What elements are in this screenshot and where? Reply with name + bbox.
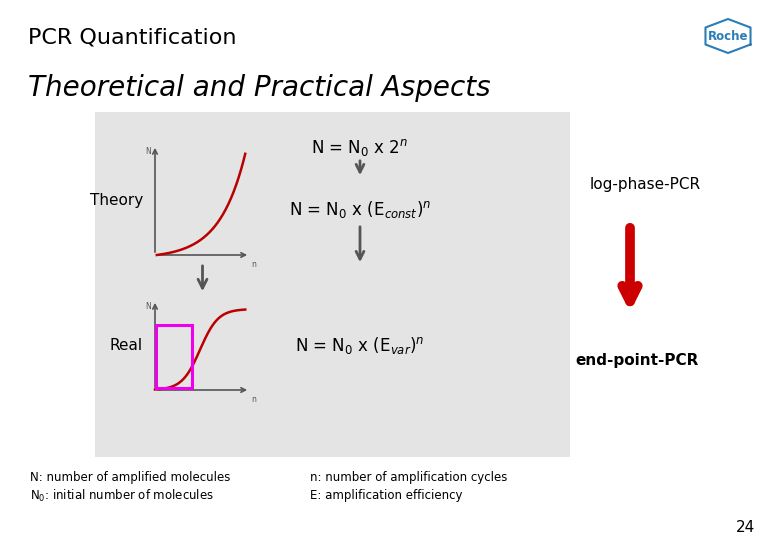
Text: N = N$_0$ x (E$_{const}$)$^n$: N = N$_0$ x (E$_{const}$)$^n$ <box>289 199 431 220</box>
Polygon shape <box>705 19 750 53</box>
Text: end-point-PCR: end-point-PCR <box>575 353 698 368</box>
Text: Theory: Theory <box>90 192 143 207</box>
Text: n: number of amplification cycles: n: number of amplification cycles <box>310 471 507 484</box>
Text: PCR Quantification: PCR Quantification <box>28 28 236 48</box>
Text: Real: Real <box>110 338 143 353</box>
Text: n: n <box>251 260 256 269</box>
Text: n: n <box>251 395 256 404</box>
Bar <box>95 112 570 457</box>
Text: N = N$_0$ x (E$_{var}$)$^n$: N = N$_0$ x (E$_{var}$)$^n$ <box>295 334 425 355</box>
Text: N: N <box>145 147 151 156</box>
Text: Roche: Roche <box>707 30 748 43</box>
Bar <box>156 325 192 388</box>
Text: Theoretical and Practical Aspects: Theoretical and Practical Aspects <box>28 74 491 102</box>
Text: N: number of amplified molecules: N: number of amplified molecules <box>30 471 230 484</box>
Text: N = N$_0$ x 2$^n$: N = N$_0$ x 2$^n$ <box>311 138 409 159</box>
Text: N: N <box>145 302 151 311</box>
Text: N$_0$: initial number of molecules: N$_0$: initial number of molecules <box>30 488 214 504</box>
Text: log-phase-PCR: log-phase-PCR <box>590 178 701 192</box>
Text: 24: 24 <box>736 521 755 536</box>
Text: E: amplification efficiency: E: amplification efficiency <box>310 489 463 503</box>
